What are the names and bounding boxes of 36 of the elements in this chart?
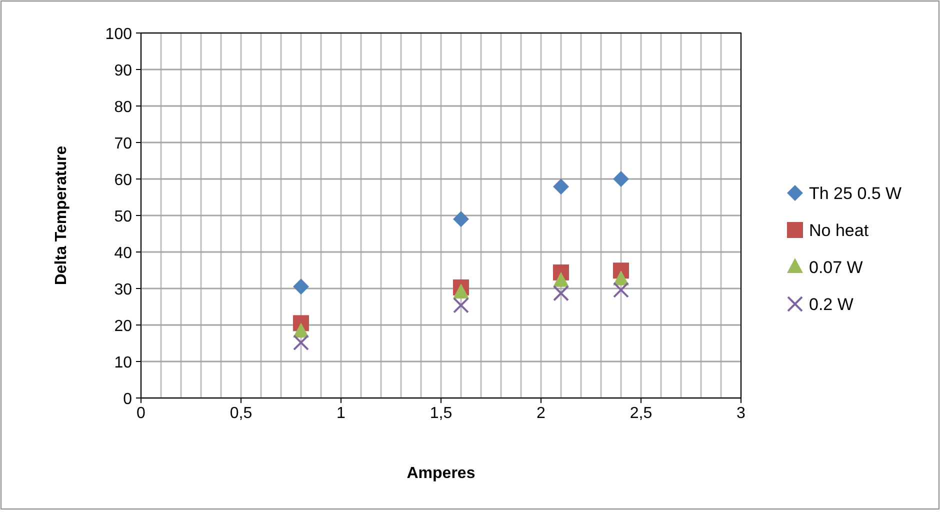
y-tick-label: 70 (114, 136, 132, 152)
legend-label: 0.2 W (809, 295, 854, 314)
x-tick-label: 3 (736, 405, 746, 422)
y-tick-label: 90 (114, 62, 132, 80)
y-tick-label: 10 (114, 354, 132, 372)
point (453, 211, 469, 228)
y-tick-label: 50 (114, 208, 132, 226)
x-tick-label: 1,5 (430, 405, 452, 422)
y-tick-label: 80 (114, 99, 132, 116)
point (553, 285, 569, 302)
legend-label: Th 25 0.5 W (809, 184, 902, 203)
point (553, 178, 569, 195)
point (293, 278, 309, 295)
x-axis-title: Amperes (406, 465, 476, 482)
point (293, 322, 309, 338)
point (613, 282, 629, 298)
point (613, 270, 629, 286)
x-tick-label: 2 (536, 405, 546, 422)
y-tick-label: 40 (114, 245, 132, 262)
legend-label: No heat (809, 221, 869, 240)
point (613, 171, 629, 187)
x-tick-label: 1 (336, 405, 346, 422)
legend-label: 0.07 W (809, 258, 863, 277)
point (553, 272, 569, 287)
x-tick-label: 0 (136, 405, 146, 422)
point (293, 334, 309, 351)
point (453, 284, 469, 299)
y-tick-label: 100 (105, 26, 132, 43)
y-axis-title: Delta Temperature (53, 146, 70, 286)
x-tick-label: 2,5 (630, 405, 652, 422)
y-tick-label: 60 (114, 172, 132, 189)
y-tick-label: 30 (114, 282, 132, 298)
y-tick-label: 0 (123, 391, 132, 408)
x-tick-label: 0,5 (230, 405, 252, 422)
point (453, 297, 469, 314)
y-tick-label: 20 (114, 318, 132, 335)
